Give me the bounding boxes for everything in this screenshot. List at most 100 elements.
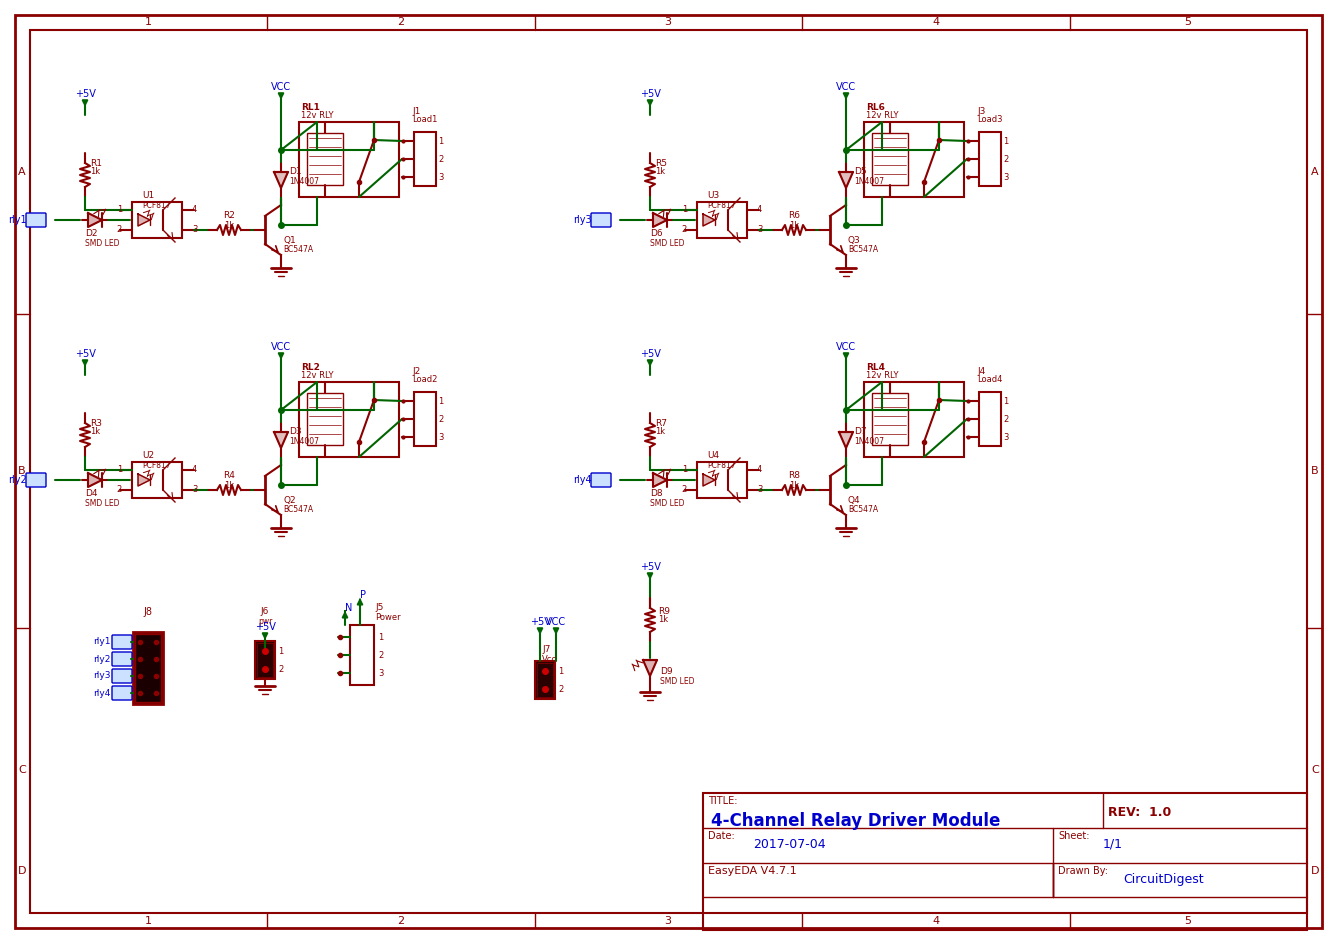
- Bar: [979, 392, 1001, 446]
- Polygon shape: [703, 214, 715, 226]
- Polygon shape: [88, 473, 102, 487]
- Text: 1N4007: 1N4007: [854, 177, 884, 187]
- Text: 1k: 1k: [658, 616, 668, 624]
- Polygon shape: [88, 213, 102, 227]
- Bar: [299, 122, 398, 197]
- Text: 3: 3: [193, 225, 198, 235]
- Text: 1k: 1k: [223, 481, 234, 489]
- Text: 2: 2: [116, 486, 122, 494]
- Bar: [864, 122, 964, 197]
- Text: +5V: +5V: [75, 89, 95, 99]
- Polygon shape: [652, 473, 667, 487]
- Text: D: D: [1310, 866, 1320, 876]
- Text: pwr: pwr: [258, 618, 273, 626]
- Text: SMD LED: SMD LED: [86, 500, 119, 508]
- Bar: [308, 393, 344, 445]
- Text: 12v RLY: 12v RLY: [866, 111, 898, 121]
- Text: +5V: +5V: [254, 622, 275, 632]
- Text: 1k: 1k: [223, 221, 234, 229]
- Text: 1: 1: [116, 466, 122, 474]
- Text: J4: J4: [977, 368, 985, 376]
- Text: 2: 2: [397, 916, 405, 926]
- Text: R2: R2: [223, 211, 235, 221]
- Text: 3: 3: [664, 916, 671, 926]
- Text: 3: 3: [664, 17, 671, 27]
- Text: 1k: 1k: [789, 481, 800, 489]
- Text: VCC: VCC: [271, 342, 291, 352]
- Text: rly4: rly4: [574, 475, 592, 485]
- Text: rly2: rly2: [8, 475, 27, 485]
- Text: R7: R7: [655, 419, 667, 427]
- Text: 1N4007: 1N4007: [854, 438, 884, 446]
- Text: BC547A: BC547A: [283, 245, 313, 255]
- Bar: [697, 202, 747, 238]
- FancyBboxPatch shape: [25, 213, 45, 227]
- Text: 2: 2: [682, 486, 687, 494]
- Polygon shape: [138, 474, 150, 486]
- Text: A: A: [1312, 167, 1318, 177]
- Bar: [414, 132, 436, 186]
- Text: D6: D6: [650, 229, 663, 239]
- Text: A: A: [19, 167, 25, 177]
- FancyBboxPatch shape: [25, 473, 45, 487]
- Text: 5: 5: [1185, 916, 1191, 926]
- Text: rly2: rly2: [94, 654, 111, 664]
- Polygon shape: [643, 660, 656, 676]
- Text: rly1: rly1: [94, 637, 111, 647]
- Text: 12v RLY: 12v RLY: [301, 372, 333, 380]
- Text: R3: R3: [90, 419, 102, 427]
- Text: J8: J8: [143, 607, 152, 617]
- Text: 2: 2: [378, 651, 384, 659]
- Text: +5V: +5V: [639, 89, 660, 99]
- Text: B: B: [1312, 466, 1318, 476]
- Text: C: C: [1312, 765, 1318, 775]
- Text: SMD LED: SMD LED: [650, 500, 685, 508]
- FancyBboxPatch shape: [591, 473, 611, 487]
- FancyBboxPatch shape: [112, 686, 132, 700]
- Text: Q4: Q4: [848, 495, 861, 505]
- Bar: [864, 382, 964, 457]
- Text: 1: 1: [116, 206, 122, 214]
- Text: 1: 1: [1003, 396, 1008, 405]
- Text: 2: 2: [439, 415, 444, 423]
- Bar: [132, 202, 182, 238]
- Polygon shape: [840, 172, 853, 188]
- Text: J7: J7: [541, 646, 551, 654]
- Polygon shape: [652, 213, 667, 227]
- Text: Load2: Load2: [412, 375, 437, 385]
- Text: D: D: [17, 866, 27, 876]
- Text: VCC: VCC: [545, 617, 566, 627]
- Bar: [414, 392, 436, 446]
- Bar: [703, 793, 1308, 930]
- Text: 3: 3: [757, 486, 762, 494]
- Text: 1N4007: 1N4007: [289, 177, 320, 187]
- Text: 3: 3: [439, 173, 444, 181]
- Text: Q2: Q2: [283, 495, 295, 505]
- Bar: [872, 133, 908, 185]
- Text: Date:: Date:: [709, 831, 735, 841]
- Text: 4: 4: [193, 206, 198, 214]
- Text: 1k: 1k: [655, 168, 664, 176]
- Text: 1: 1: [278, 647, 283, 655]
- Text: RL2: RL2: [301, 363, 320, 372]
- Bar: [537, 663, 554, 697]
- Text: EasyEDA V4.7.1: EasyEDA V4.7.1: [709, 866, 797, 876]
- Text: J3: J3: [977, 108, 985, 117]
- Text: 3: 3: [1003, 173, 1008, 181]
- Bar: [257, 643, 273, 677]
- Text: RL1: RL1: [301, 104, 320, 112]
- Text: 1k: 1k: [655, 427, 664, 437]
- Text: PCF817: PCF817: [142, 201, 171, 209]
- Bar: [135, 634, 160, 702]
- Text: D9: D9: [660, 668, 673, 676]
- Bar: [132, 462, 182, 498]
- Bar: [979, 132, 1001, 186]
- Text: SMD LED: SMD LED: [650, 240, 685, 249]
- Text: SMD LED: SMD LED: [86, 240, 119, 249]
- FancyBboxPatch shape: [591, 213, 611, 227]
- Text: 1: 1: [439, 137, 444, 145]
- Text: 1: 1: [378, 633, 384, 641]
- Text: 3: 3: [439, 433, 444, 441]
- Text: rly1: rly1: [8, 215, 27, 225]
- Text: 1/1: 1/1: [1103, 837, 1123, 851]
